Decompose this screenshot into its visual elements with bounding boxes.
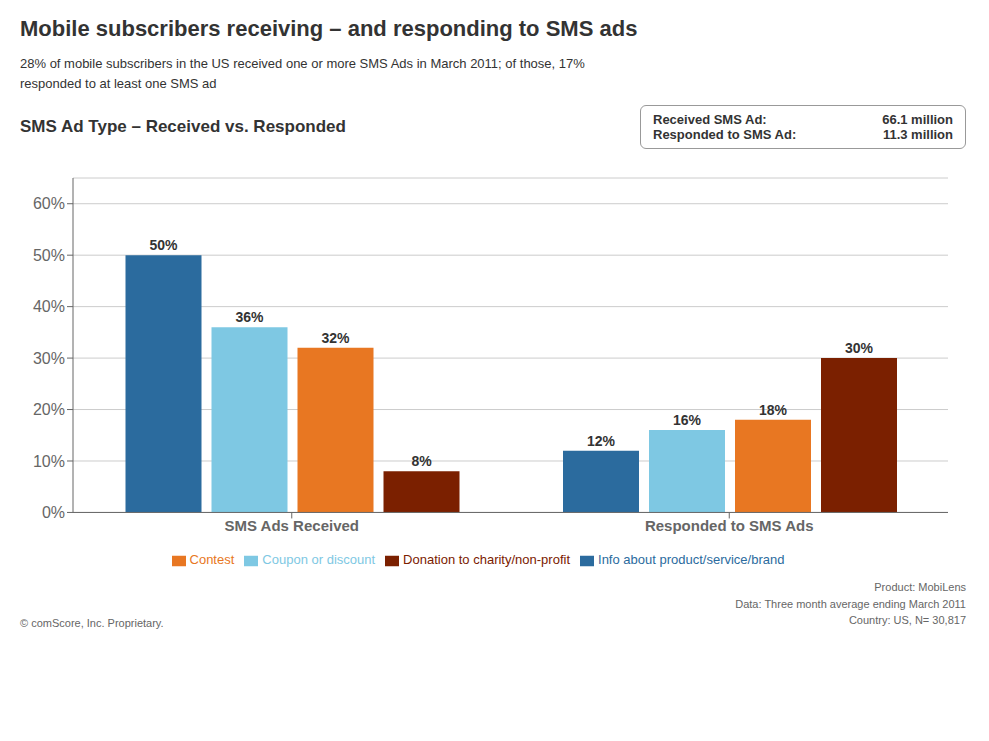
svg-text:32%: 32% [321,330,350,346]
html-text:Info about product/service/bra: Info about product/service/brand [598,552,785,568]
html-text:Coupon or discount: Coupon or discount [262,552,376,568]
html-text:28% of mobile subscribers in t: 28% of mobile subscribers in the US rece… [20,56,585,91]
svg-text:SMS Ads Received: SMS Ads Received [225,517,360,534]
svg-text:60%: 60% [33,195,65,212]
svg-text:30%: 30% [845,340,874,356]
svg-text:50%: 50% [149,237,178,253]
html-text:Contest: Contest [189,552,235,568]
svg-text:50%: 50% [33,247,65,264]
html-text:Donation to charity/non-profit: Donation to charity/non-profit [403,552,570,568]
html-text:Received SMS Ad:: Received SMS Ad: [653,112,767,127]
svg-text:36%: 36% [235,309,264,325]
svg-text:16%: 16% [673,412,702,428]
svg-text:20%: 20% [33,401,65,418]
html-text:© comScore, Inc. Proprietary.: © comScore, Inc. Proprietary. [20,616,164,629]
svg-text:18%: 18% [759,402,788,418]
svg-text:8%: 8% [411,453,432,469]
svg-text:40%: 40% [33,298,65,315]
html-text:Mobile subscribers receiving –: Mobile subscribers receiving – and respo… [20,16,638,41]
html-text:11.3 million: 11.3 million [882,127,953,142]
svg-text:30%: 30% [33,350,65,367]
svg-text:10%: 10% [33,453,65,470]
svg-text:12%: 12% [587,433,616,449]
svg-text:Responded to SMS Ads: Responded to SMS Ads [645,517,814,534]
html-text:SMS Ad Type – Received vs. Res: SMS Ad Type – Received vs. Responded [20,117,346,136]
html-text:Product: MobiLens Data: Three: Product: MobiLens Data: Three month aver… [735,581,966,626]
svg-text:0%: 0% [42,504,65,521]
html-text:66.1 million: 66.1 million [882,112,953,127]
html-text:Responded to SMS Ad:: Responded to SMS Ad: [653,127,797,142]
